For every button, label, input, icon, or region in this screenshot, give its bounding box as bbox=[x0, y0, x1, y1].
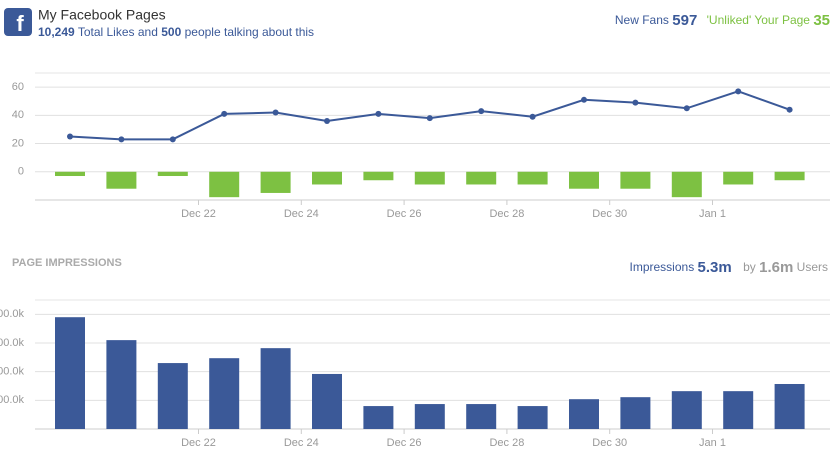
x-tick-label: Dec 28 bbox=[489, 437, 524, 449]
bar bbox=[55, 171, 85, 177]
bar bbox=[106, 340, 137, 429]
bar bbox=[414, 404, 445, 429]
y-tick-label: 60 bbox=[12, 81, 24, 93]
bar bbox=[55, 317, 85, 429]
bar bbox=[620, 397, 651, 429]
x-tick-label: Dec 26 bbox=[387, 437, 422, 449]
fans-point bbox=[735, 88, 742, 95]
x-tick-label: Jan 1 bbox=[699, 437, 726, 449]
fans-point bbox=[67, 133, 73, 140]
fans-point bbox=[478, 108, 485, 115]
bar bbox=[774, 383, 805, 429]
users-value: 1.6m bbox=[759, 259, 793, 276]
fans-point bbox=[118, 136, 125, 143]
y-tick-label: 200.0k bbox=[0, 366, 24, 378]
section-title: PAGE IMPRESSIONS bbox=[12, 257, 122, 269]
talking-count: 500 bbox=[161, 25, 181, 39]
new-fans-count: 597 bbox=[672, 12, 697, 29]
bar bbox=[517, 171, 548, 185]
bar bbox=[569, 171, 599, 189]
fans-point bbox=[529, 113, 536, 120]
x-tick-label: Dec 22 bbox=[181, 437, 216, 449]
bar bbox=[569, 399, 599, 429]
bar bbox=[209, 171, 240, 198]
x-tick-label: Dec 24 bbox=[284, 208, 319, 220]
y-tick-label: 40 bbox=[12, 109, 24, 121]
bar bbox=[312, 171, 342, 185]
fans-point bbox=[169, 136, 176, 143]
bar bbox=[209, 358, 240, 429]
bar bbox=[723, 391, 754, 429]
x-tick-label: Dec 22 bbox=[181, 208, 216, 220]
likes-count: 10,249 bbox=[38, 25, 75, 39]
x-tick-label: Dec 28 bbox=[489, 208, 524, 220]
bar bbox=[414, 171, 445, 185]
facebook-icon: f bbox=[4, 8, 32, 36]
impressions-label: Impressions bbox=[630, 260, 695, 274]
x-tick-label: Dec 24 bbox=[284, 437, 319, 449]
fans-point bbox=[426, 115, 433, 122]
x-tick-label: Dec 30 bbox=[592, 437, 627, 449]
new-fans-label: New Fans bbox=[615, 13, 669, 27]
bar bbox=[671, 171, 702, 198]
talking-text: people talking about this bbox=[185, 25, 314, 39]
y-tick-label: 400.0k bbox=[0, 308, 24, 320]
fan-stats: New Fans 597 'Unliked' Your Page 35 bbox=[615, 12, 830, 29]
bar bbox=[363, 171, 394, 181]
bar bbox=[157, 171, 188, 177]
bar bbox=[517, 406, 548, 429]
fans-point bbox=[683, 105, 690, 112]
bar bbox=[466, 171, 497, 185]
svg-text:f: f bbox=[16, 11, 24, 36]
y-tick-label: 20 bbox=[12, 137, 24, 149]
likes-text: Total Likes and bbox=[78, 25, 158, 39]
fans-point bbox=[375, 110, 382, 117]
bar bbox=[620, 171, 651, 189]
fans-point bbox=[221, 110, 228, 117]
y-tick-label: 300.0k bbox=[0, 337, 24, 349]
bar bbox=[157, 363, 188, 429]
page-subtitle: 10,249 Total Likes and 500 people talkin… bbox=[38, 25, 314, 39]
unliked-label: 'Unliked' Your Page bbox=[707, 13, 811, 27]
fans-point bbox=[581, 96, 587, 103]
bar bbox=[466, 404, 497, 429]
fans-point bbox=[324, 117, 330, 124]
bar bbox=[363, 406, 394, 429]
x-tick-label: Jan 1 bbox=[699, 208, 726, 220]
unliked-count: 35 bbox=[813, 12, 830, 29]
bar bbox=[671, 391, 702, 429]
bar bbox=[723, 171, 754, 185]
fans-point bbox=[632, 99, 639, 106]
y-tick-label: 0 bbox=[18, 166, 24, 178]
x-tick-label: Dec 26 bbox=[387, 208, 422, 220]
fans-point bbox=[272, 109, 279, 116]
impressions-value: 5.3m bbox=[698, 259, 732, 276]
bar bbox=[774, 171, 805, 181]
impression-stats: Impressions 5.3m by 1.6m Users bbox=[630, 259, 829, 276]
page-title: My Facebook Pages bbox=[38, 7, 166, 23]
y-tick-label: 100.0k bbox=[0, 394, 24, 406]
by-label: by bbox=[743, 260, 756, 274]
users-label: Users bbox=[797, 260, 828, 274]
fans-point bbox=[786, 106, 793, 113]
x-tick-label: Dec 30 bbox=[592, 208, 627, 220]
bar bbox=[260, 171, 291, 193]
bar bbox=[106, 171, 137, 189]
bar bbox=[312, 373, 342, 429]
bar bbox=[260, 348, 291, 429]
